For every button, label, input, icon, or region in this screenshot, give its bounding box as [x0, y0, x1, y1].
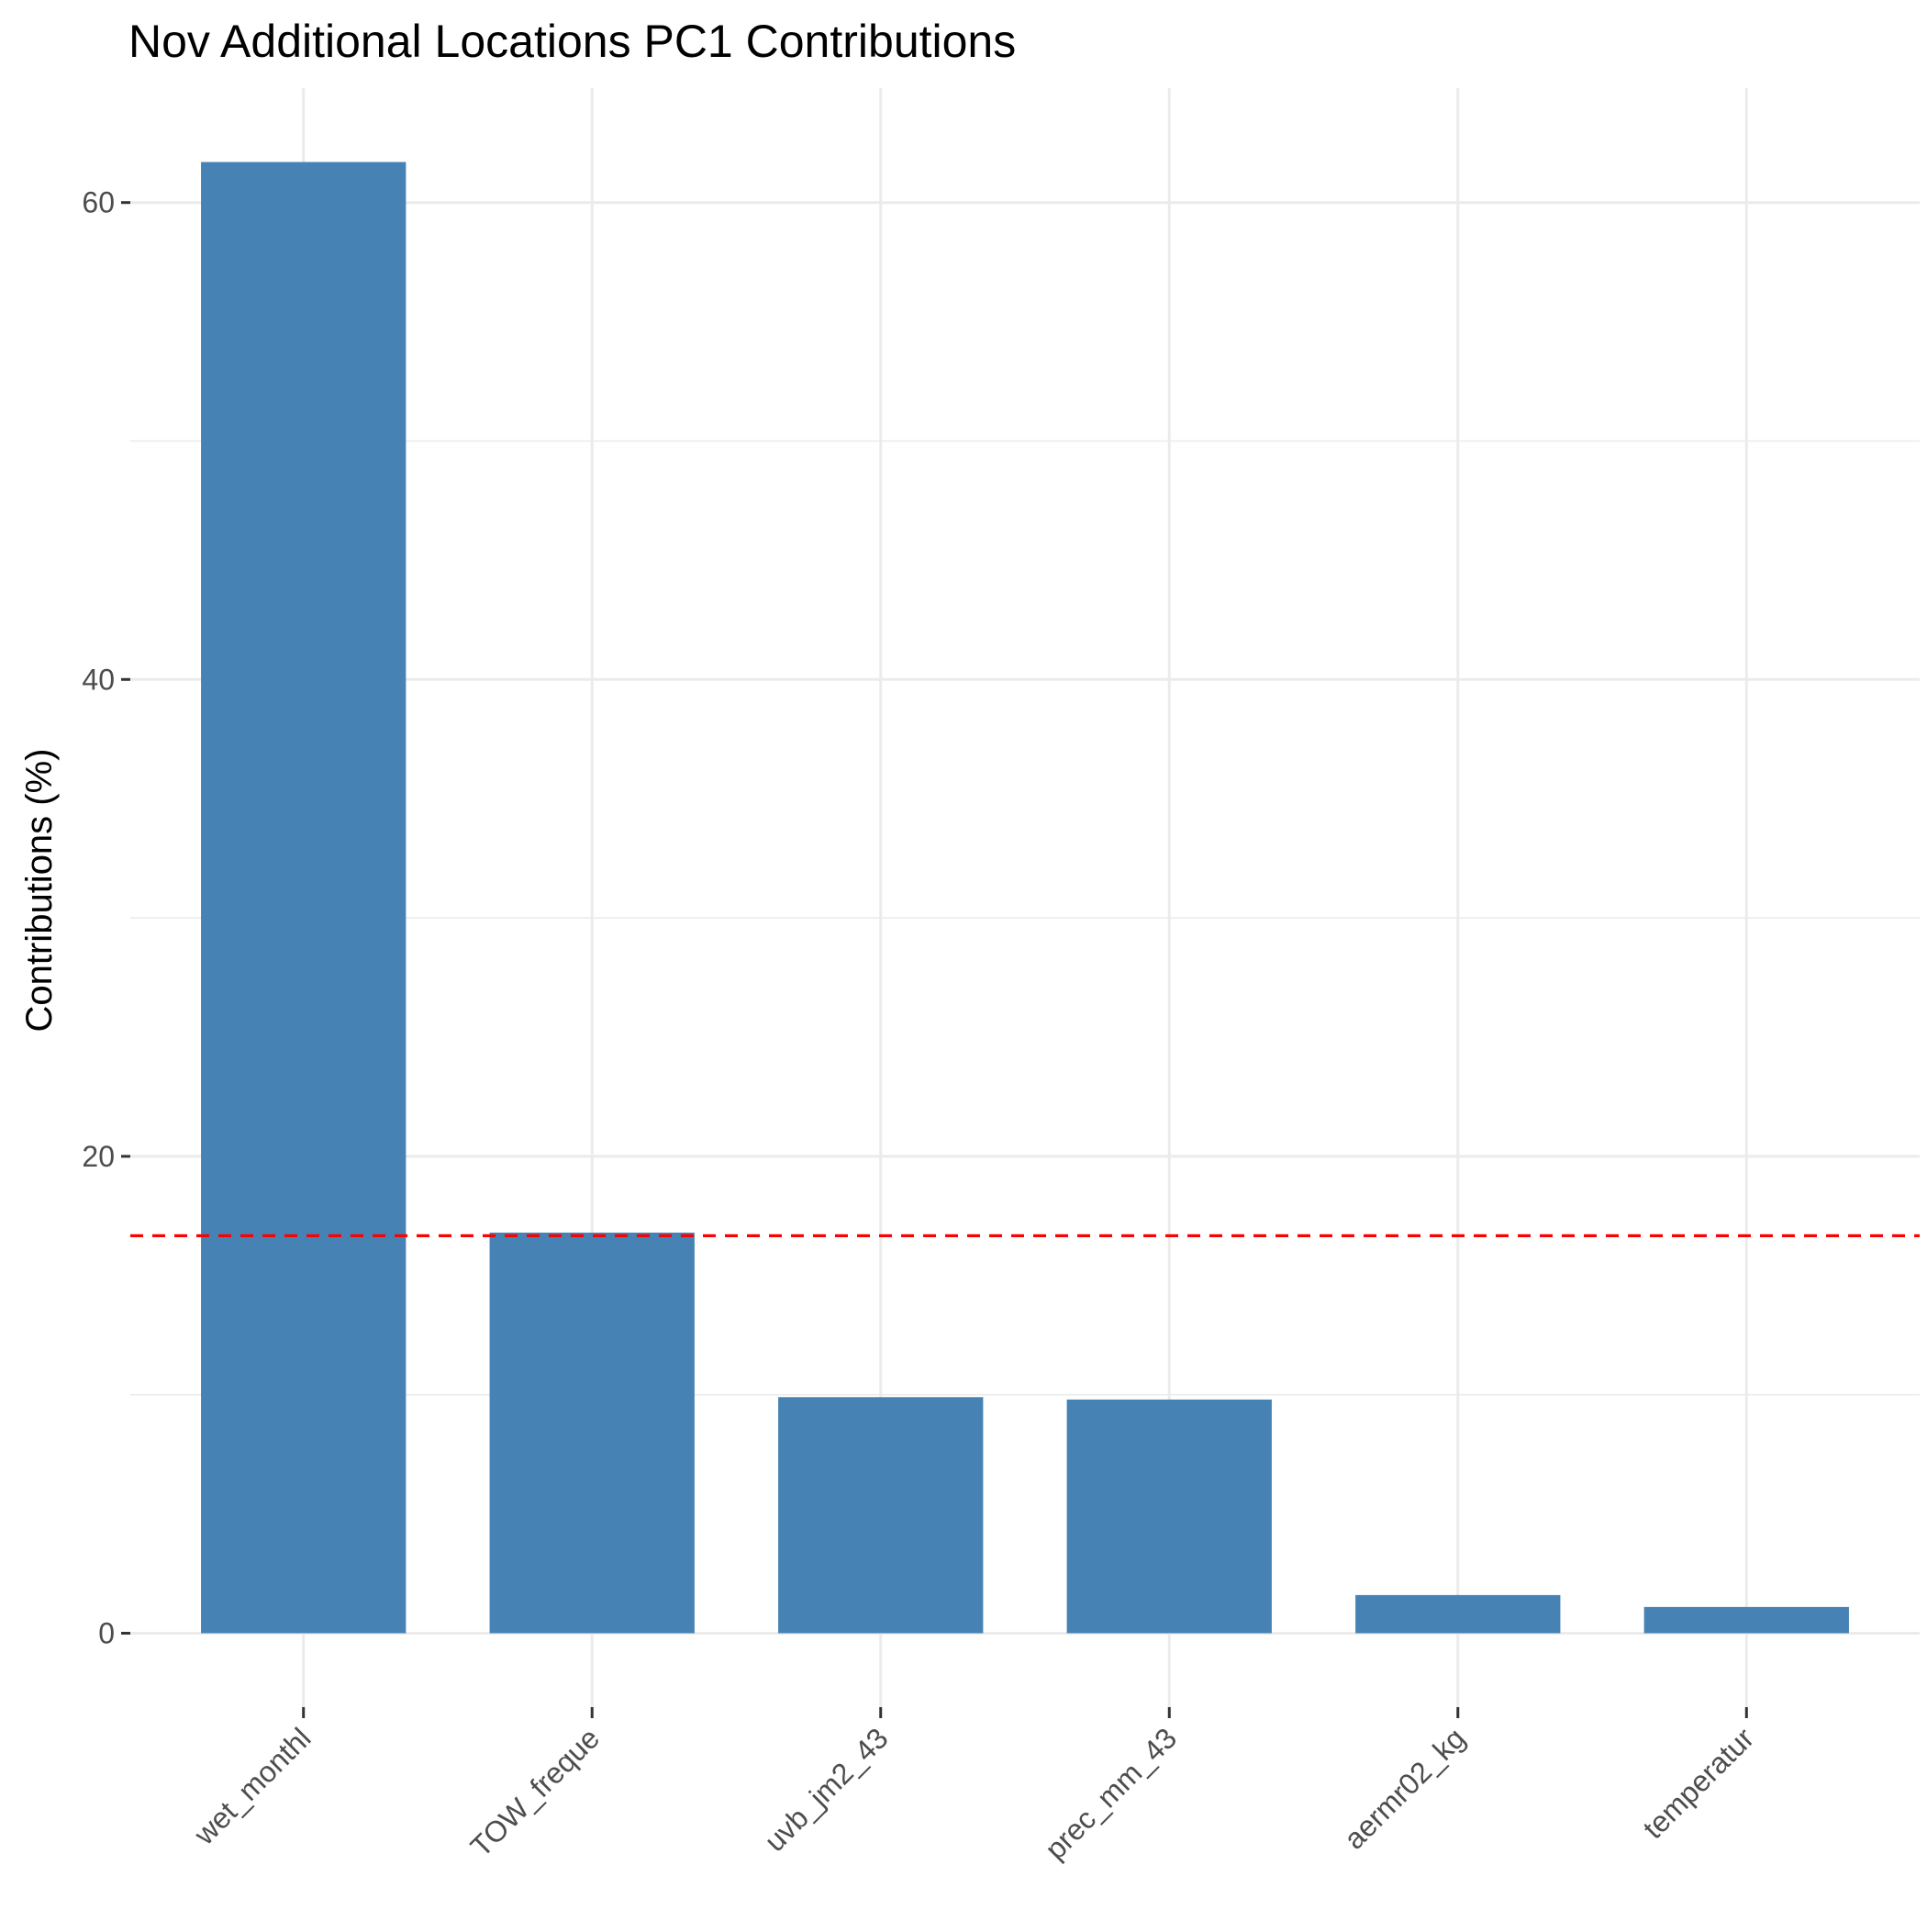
bar-TOW_freque [489, 1233, 695, 1634]
bar-uvb_jm2_43 [778, 1397, 984, 1634]
y-tick-label: 0 [98, 1616, 115, 1649]
bars-layer [201, 162, 1849, 1634]
x-tick-label: temperatur [1636, 1721, 1760, 1845]
bar-aermr02_kg [1355, 1594, 1561, 1634]
y-tick-label: 20 [82, 1140, 115, 1173]
y-tick-label: 60 [82, 186, 115, 219]
x-tick-label: uvb_jm2_43 [758, 1721, 895, 1858]
y-axis-title: Contributions (%) [19, 748, 60, 1032]
bar-prec_mm_43 [1066, 1399, 1272, 1634]
y-tick-label: 40 [82, 663, 115, 696]
x-tick-label: aermr02_kg [1338, 1721, 1472, 1855]
x-tick-label: wet_monthl [187, 1721, 317, 1851]
chart-title: Nov Additional Locations PC1 Contributio… [128, 16, 1016, 67]
x-tick-label: TOW_freque [464, 1721, 607, 1863]
bar-temperatur [1643, 1606, 1849, 1634]
x-tick-label: prec_mm_43 [1039, 1721, 1184, 1866]
bar-wet_monthl [201, 162, 407, 1634]
